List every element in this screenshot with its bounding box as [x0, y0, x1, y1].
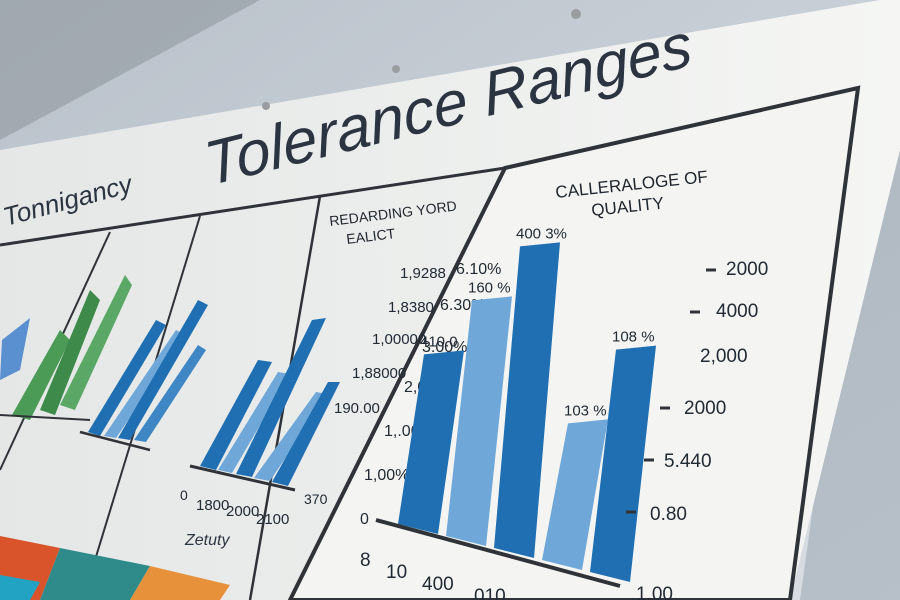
panel-tick: 370 [304, 491, 328, 507]
pin-icon [392, 65, 400, 73]
color-strip [0, 575, 40, 600]
panel-heading: EALICT [345, 225, 396, 247]
right-axis-label: 2,000 [700, 346, 748, 367]
bottom-label: 400 [422, 574, 454, 595]
color-strip [130, 566, 230, 600]
panel-side-label: 1,00000 [372, 331, 426, 348]
color-strip [40, 548, 150, 600]
bottom-label: 10 [386, 562, 407, 583]
right-axis-label: 2000 [684, 398, 726, 419]
right-wall [800, 150, 900, 600]
pin-icon [571, 9, 581, 19]
panel-tick: 2100 [256, 511, 289, 528]
panel-side-label: 1,9288 [400, 265, 446, 282]
left-axis-label: 0 [360, 511, 369, 528]
panel-tick: 1800 [196, 497, 229, 514]
panel-far-left [0, 275, 132, 421]
bottom-label: 8 [360, 550, 371, 571]
bar-value-label: 400 3% [516, 225, 567, 242]
bar-value-label: 108 % [612, 329, 655, 346]
panel-side-label: 1,88000 [352, 365, 406, 382]
bottom-label: 010 [474, 586, 506, 600]
ceiling-shadow [0, 0, 260, 140]
left-axis-label: 1,00% [364, 467, 409, 484]
panel-caption: Zetuty [184, 532, 230, 549]
bar-value-label: 410.0 [420, 333, 458, 350]
right-axis-label: 4000 [716, 301, 758, 322]
right-axis-label: 1.00 [636, 584, 673, 600]
main-bar [590, 345, 656, 582]
right-axis-label: 2000 [726, 259, 768, 280]
panel-tick: 2000 [226, 503, 259, 520]
main-bar [494, 242, 560, 558]
panel-side-label: 190.00 [334, 400, 380, 417]
main-bars: 410.0 160 % 400 3% 103 % 108 % [398, 225, 656, 582]
panel-third: 0 1800 2000 2100 370 Zetuty [180, 318, 340, 549]
right-axis-label: 0.80 [650, 504, 687, 525]
pin-icon [262, 102, 270, 110]
main-bar [542, 419, 608, 570]
panel-side-label: 1,8380 [388, 299, 434, 316]
main-bar [398, 350, 464, 534]
bar-value-label: 103 % [564, 402, 607, 419]
main-baseline [375, 518, 621, 588]
main-right-axis: 2000 4000 2,000 2000 5.440 0.80 1.00 [626, 259, 768, 600]
panel-second [79, 300, 208, 452]
main-bar [446, 296, 512, 546]
bar-value-label: 160 % [468, 279, 511, 296]
right-axis-label: 5.440 [664, 451, 712, 472]
panel-tick: 0 [180, 487, 188, 503]
left-axis-label: 6.10% [456, 261, 501, 278]
